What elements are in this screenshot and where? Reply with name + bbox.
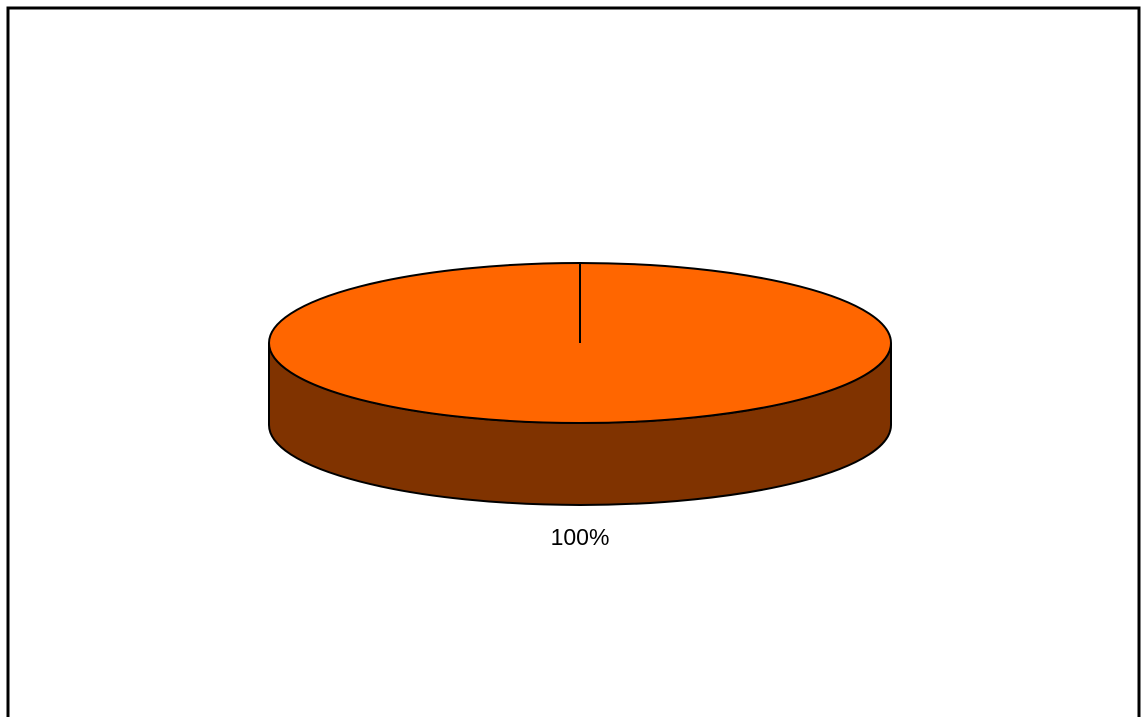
slice-label: 100% xyxy=(551,524,610,550)
chart-border xyxy=(6,6,1141,717)
pie-layer xyxy=(268,262,892,506)
